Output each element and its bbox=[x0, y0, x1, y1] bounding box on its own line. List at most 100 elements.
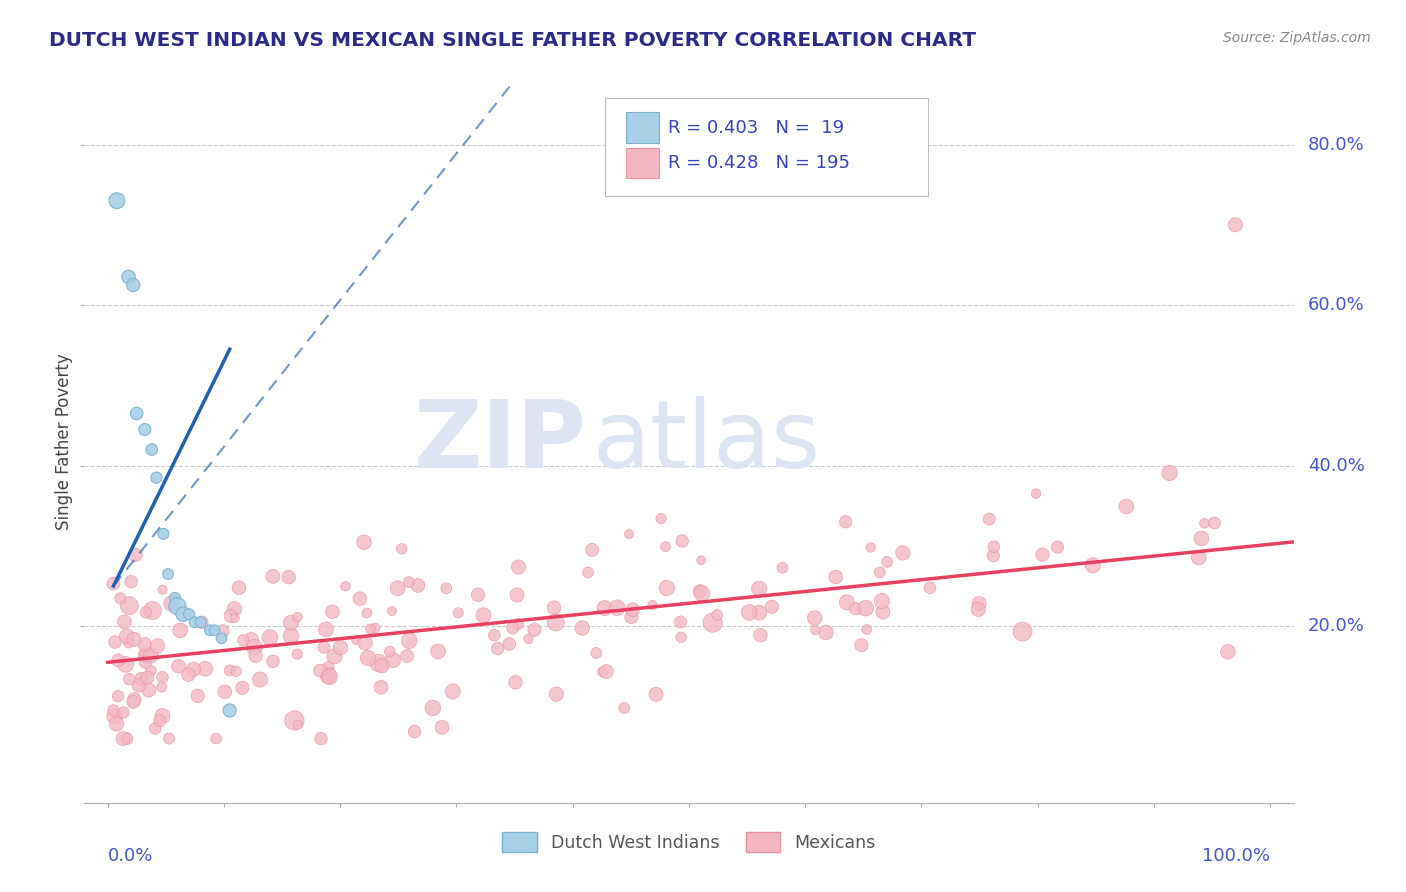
Point bbox=[398, 633, 420, 648]
Point bbox=[141, 603, 163, 617]
Point bbox=[225, 665, 247, 679]
Point bbox=[152, 526, 174, 541]
Point bbox=[152, 582, 174, 597]
Text: 100.0%: 100.0% bbox=[1202, 847, 1270, 865]
Text: 20.0%: 20.0% bbox=[1308, 617, 1365, 635]
Point bbox=[1188, 550, 1211, 565]
Point bbox=[218, 703, 240, 717]
Point bbox=[441, 684, 464, 698]
Point bbox=[869, 566, 891, 580]
Point bbox=[122, 695, 145, 709]
Point bbox=[581, 542, 603, 557]
Point bbox=[218, 664, 240, 678]
Point bbox=[585, 646, 607, 660]
Point bbox=[139, 648, 162, 663]
Point bbox=[620, 610, 643, 624]
Point bbox=[105, 194, 128, 208]
Point bbox=[359, 622, 381, 636]
Point bbox=[498, 637, 520, 651]
Point bbox=[546, 687, 568, 701]
Point bbox=[309, 664, 332, 678]
Point bbox=[1031, 548, 1053, 562]
Point bbox=[259, 631, 281, 645]
Point bbox=[103, 576, 125, 591]
Point bbox=[166, 599, 188, 614]
Point bbox=[1115, 500, 1137, 514]
Point bbox=[318, 660, 340, 674]
Point bbox=[177, 667, 200, 681]
Point bbox=[1046, 540, 1069, 554]
Point bbox=[132, 647, 155, 661]
Point bbox=[349, 591, 371, 606]
Point bbox=[145, 470, 167, 484]
Point bbox=[321, 605, 343, 619]
Point bbox=[367, 656, 389, 670]
Point bbox=[190, 615, 212, 630]
Point bbox=[371, 658, 394, 673]
Point bbox=[318, 670, 340, 684]
Point bbox=[177, 607, 200, 621]
Point bbox=[669, 630, 692, 644]
Point bbox=[654, 540, 676, 554]
Point bbox=[187, 689, 209, 703]
Point bbox=[650, 511, 672, 525]
Point bbox=[120, 574, 142, 589]
Point bbox=[502, 621, 524, 635]
Point bbox=[1189, 532, 1212, 546]
Point bbox=[124, 548, 146, 562]
Point bbox=[544, 615, 567, 630]
Point bbox=[357, 651, 380, 665]
Point bbox=[111, 731, 134, 746]
Point bbox=[370, 681, 392, 695]
Point bbox=[815, 625, 838, 640]
Point bbox=[872, 605, 894, 619]
Point bbox=[139, 664, 162, 678]
Point bbox=[134, 422, 156, 436]
Point bbox=[184, 615, 207, 630]
Point bbox=[316, 670, 339, 684]
Text: R = 0.428   N = 195: R = 0.428 N = 195 bbox=[668, 154, 849, 172]
Point bbox=[981, 549, 1004, 563]
Point bbox=[387, 582, 409, 596]
Point bbox=[103, 703, 125, 717]
Point bbox=[855, 601, 877, 615]
Point bbox=[447, 606, 470, 620]
Text: R = 0.403   N =  19: R = 0.403 N = 19 bbox=[668, 119, 844, 136]
Point bbox=[543, 600, 565, 615]
Point bbox=[671, 534, 693, 549]
Point bbox=[772, 561, 794, 575]
Point bbox=[967, 602, 990, 616]
Point bbox=[356, 606, 378, 620]
Point bbox=[396, 648, 419, 663]
Point bbox=[122, 277, 145, 292]
Point bbox=[876, 555, 898, 569]
Point bbox=[506, 588, 529, 602]
Text: atlas: atlas bbox=[592, 395, 821, 488]
Point bbox=[167, 659, 190, 673]
Point bbox=[157, 567, 180, 582]
Point bbox=[135, 648, 157, 663]
Point bbox=[228, 581, 250, 595]
Point bbox=[135, 606, 157, 620]
Point bbox=[655, 581, 678, 595]
Point bbox=[122, 632, 145, 647]
Point bbox=[183, 662, 205, 676]
Point bbox=[398, 575, 420, 590]
Point bbox=[484, 628, 506, 642]
Point bbox=[191, 615, 214, 630]
Point bbox=[835, 595, 858, 609]
Point bbox=[1216, 645, 1239, 659]
Text: ZIP: ZIP bbox=[413, 395, 586, 488]
Point bbox=[621, 603, 644, 617]
Point bbox=[204, 623, 226, 637]
Point bbox=[103, 709, 125, 723]
Point bbox=[1225, 218, 1247, 232]
Legend: Dutch West Indians, Mexicans: Dutch West Indians, Mexicans bbox=[495, 825, 883, 859]
Point bbox=[224, 611, 246, 625]
Point bbox=[967, 597, 990, 611]
Point bbox=[104, 635, 127, 649]
Point bbox=[430, 720, 453, 734]
Point bbox=[1081, 558, 1104, 573]
Point bbox=[115, 731, 138, 746]
Point bbox=[613, 701, 636, 715]
